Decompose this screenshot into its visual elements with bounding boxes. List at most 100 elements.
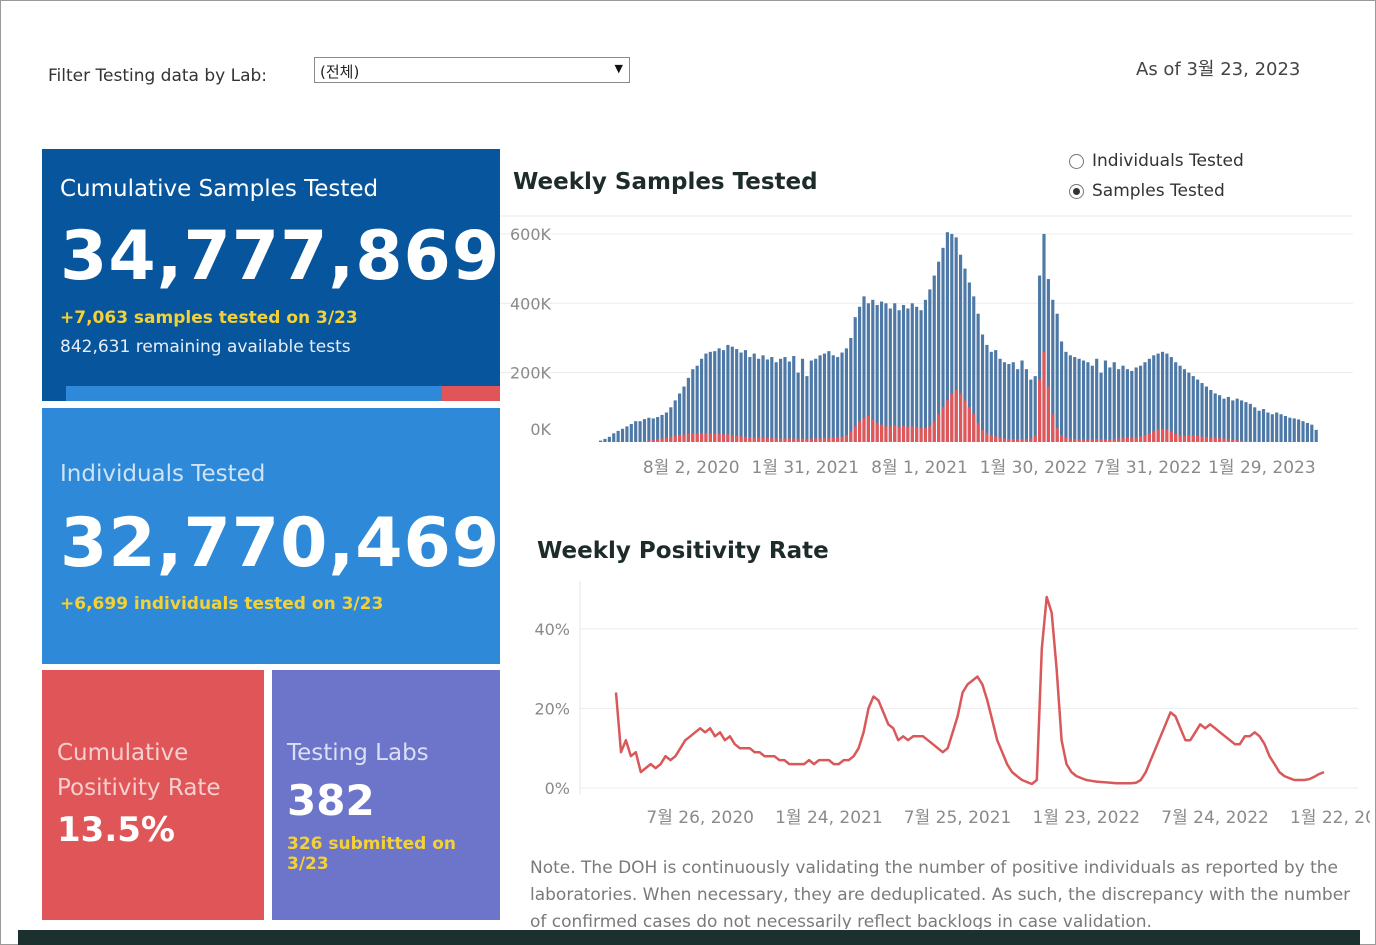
bar-positive [743,436,748,442]
bar-samples [1288,417,1292,442]
bar-positive [1182,435,1187,442]
bar-positive [875,422,879,442]
bar-samples [1204,386,1209,442]
weekly-samples-title: Weekly Samples Tested [513,169,818,195]
bar-positive [910,426,914,442]
bar-samples [1266,412,1270,442]
bar-positive [858,421,862,442]
bar-samples [945,232,949,442]
testing-labs-value: 382 [287,776,375,825]
bar-samples [836,357,840,442]
bar-samples [1292,418,1296,442]
bar-positive [1169,431,1173,442]
bar-positive [1218,438,1222,442]
bar-positive [1235,440,1239,442]
bar-samples [765,359,769,442]
bar-samples [1055,313,1059,442]
cumulative-samples-value: 34,777,869 [60,217,501,296]
bar-samples [673,400,677,442]
bar-samples [1275,412,1279,442]
bar-positive [1187,435,1191,442]
bar-positive [686,433,690,442]
bar-samples [1064,351,1068,442]
lab-filter-value: (전체) [320,63,360,81]
bar-positive [1244,440,1248,442]
bar-samples [1143,362,1147,442]
bar-samples [1226,396,1230,442]
bar-positive [721,434,726,442]
bar-samples [1152,355,1156,442]
toggle-individuals[interactable]: Individuals Tested [1069,151,1244,171]
bar-positive [1139,436,1143,442]
individuals-tested-daily: +6,699 individuals tested on 3/23 [60,594,384,614]
bar-samples [739,352,743,442]
bar-samples [1297,419,1301,442]
x-tick-label: 1월 22, 2023 [1290,808,1370,828]
bar-positive [809,438,813,442]
bar-positive [1125,437,1129,442]
bar-samples [884,303,888,442]
toggle-samples[interactable]: Samples Tested [1069,181,1225,201]
bar-samples [910,303,914,442]
bar-positive [774,438,778,442]
bar-positive [805,438,809,442]
bar-positive [879,424,884,442]
bar-positive [989,435,993,442]
bar-samples [1174,362,1178,442]
bar-samples [1121,365,1125,442]
bar-samples [1125,369,1129,442]
bar-samples [919,310,923,442]
bar-samples [647,417,651,442]
testing-labs-submitted: 326 submitted on 3/23 [287,834,456,874]
bar-positive [800,438,805,442]
toggle-samples-label: Samples Tested [1092,181,1225,201]
positivity-title-line1: Cumulative [57,740,189,766]
footer-bar [18,930,1360,945]
radio-samples-icon[interactable] [1069,183,1084,199]
bar-positive [814,438,818,442]
bar-positive [871,419,875,442]
bar-positive [1112,438,1116,442]
y-tick-label: 0% [545,779,570,798]
individuals-tested-value: 32,770,469 [60,504,501,583]
bar-samples [1108,367,1112,442]
bar-samples [1117,369,1121,442]
tests-remaining-bar [442,386,500,401]
bar-samples [800,358,805,442]
radio-individuals-icon[interactable] [1069,153,1084,169]
bar-positive [1160,428,1165,442]
x-tick-label: 7월 26, 2020 [646,808,754,828]
y-tick-label: 40% [534,620,570,639]
bar-positive [1007,438,1011,442]
bar-samples [1196,379,1200,442]
bar-positive [752,437,756,442]
bar-samples [787,361,791,442]
bar-samples [616,430,620,442]
bar-samples [721,350,726,442]
bar-samples [1007,363,1011,442]
bar-positive [967,407,971,442]
bar-samples [783,357,787,442]
bar-positive [923,428,928,442]
bar-samples [620,428,625,442]
bar-samples [1068,355,1072,442]
bar-positive [708,433,712,442]
bar-samples [603,438,607,442]
bar-positive [739,436,743,442]
bar-samples [678,393,682,442]
bar-samples [980,334,985,442]
bar-positive [932,421,936,442]
bar-samples [599,440,603,442]
bar-samples [625,426,629,442]
bar-samples [779,358,783,442]
bar-positive [950,393,954,442]
testing-labs-card: Testing Labs 382 326 submitted on 3/23 [272,670,500,920]
lab-filter-select[interactable]: (전체) ▼ [314,57,630,83]
x-tick-label: 1월 31, 2021 [752,458,860,478]
bar-positive [1086,439,1090,442]
bar-positive [783,438,787,442]
bar-samples [1279,414,1283,442]
bar-samples [699,358,704,442]
bar-samples [809,360,813,442]
chevron-down-icon[interactable]: ▼ [614,62,623,75]
